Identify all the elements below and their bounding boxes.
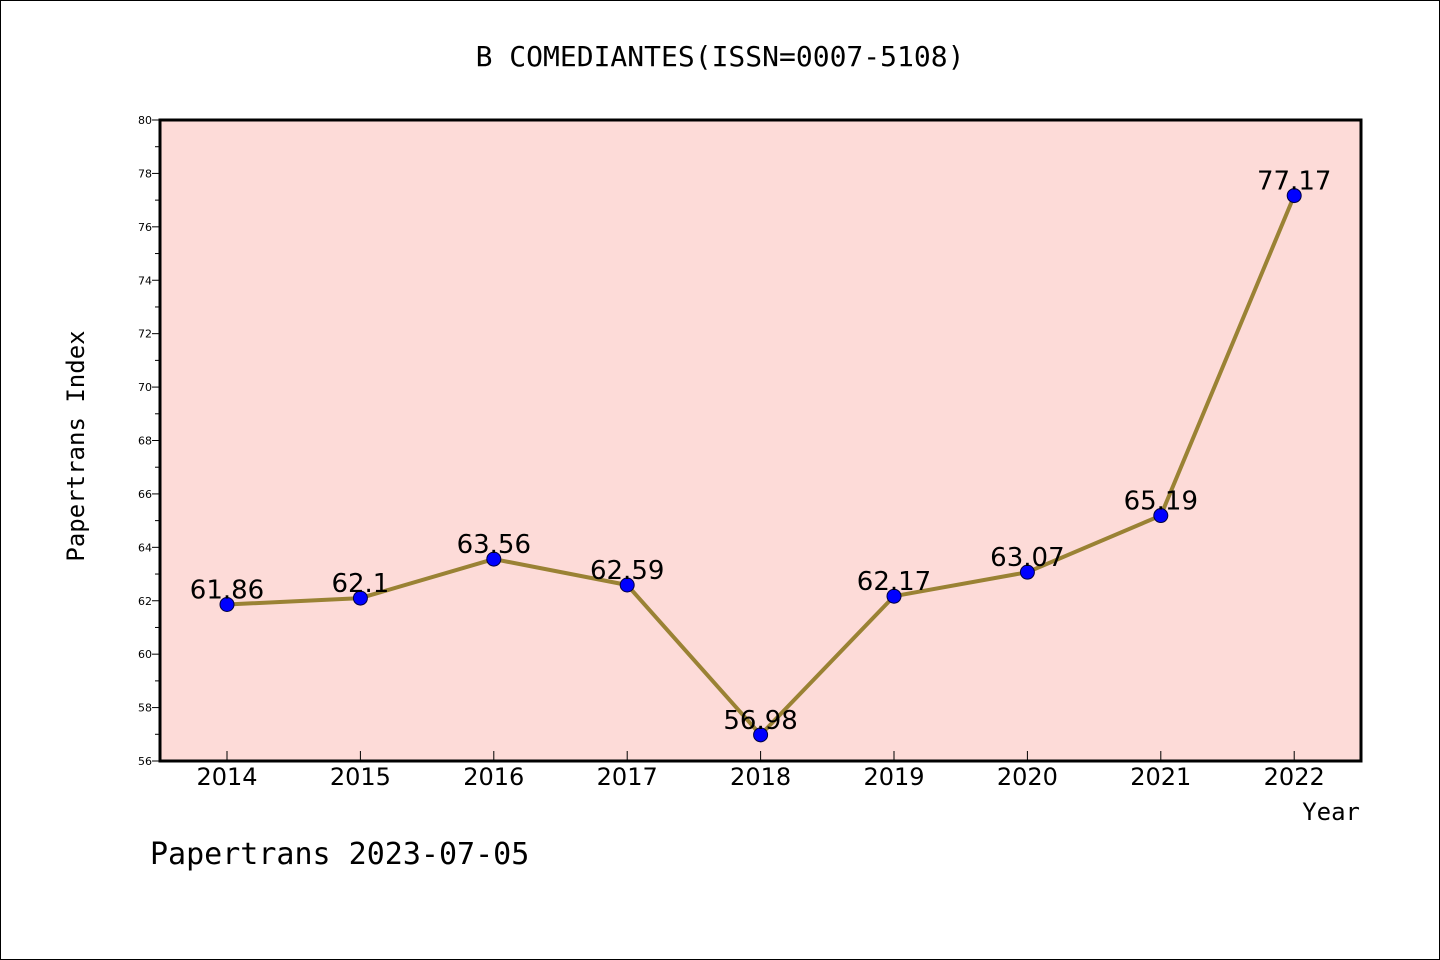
- y-tick-label: 70: [138, 381, 152, 394]
- footer-text: Papertrans 2023-07-05: [150, 837, 529, 872]
- x-tick-label: 2016: [463, 763, 524, 791]
- data-point: [1019, 564, 1035, 580]
- data-point: [352, 590, 368, 606]
- data-labels: 61.86 62.1 63.56 62.59 56.98 62.17 63.07 65.19 7…: [190, 167, 1332, 736]
- y-tick-label: 58: [138, 702, 152, 715]
- y-tick-label: 64: [138, 541, 152, 554]
- x-tick-label: 2022: [1264, 763, 1325, 791]
- data-label: 56.98: [723, 706, 797, 736]
- data-label: 65.19: [1124, 487, 1198, 517]
- data-point: [886, 588, 902, 604]
- y-tick-label: 76: [138, 221, 152, 234]
- chart-title: B COMEDIANTES(ISSN=0007-5108): [476, 40, 965, 73]
- data-point: [486, 551, 502, 567]
- data-label: 63.56: [457, 530, 531, 560]
- y-tick-label: 72: [138, 328, 152, 341]
- y-tick-label: 66: [138, 488, 152, 501]
- y-tick-label: 62: [138, 595, 152, 608]
- data-label: 63.07: [990, 543, 1064, 573]
- x-tick-label: 2020: [997, 763, 1058, 791]
- plot-frame: [158, 118, 1363, 763]
- y-tick-label: 74: [138, 274, 152, 287]
- data-point: [1153, 508, 1169, 524]
- x-tick-label: 2014: [196, 763, 257, 791]
- y-tick-label: 68: [138, 435, 152, 448]
- data-point: [619, 577, 635, 593]
- y-axis-ticks: 56 58 60 62 64 66 68 70 72 74 76 78 80: [138, 114, 160, 768]
- data-point: [1286, 188, 1302, 204]
- data-point: [219, 596, 235, 612]
- y-tick-label: 56: [138, 755, 152, 768]
- y-tick-label: 78: [138, 167, 152, 180]
- x-tick-label: 2019: [863, 763, 924, 791]
- data-label: 61.86: [190, 575, 264, 605]
- data-label: 62.1: [331, 569, 389, 599]
- x-tick-label: 2017: [597, 763, 658, 791]
- y-axis-title: Papertrans Index: [62, 330, 90, 561]
- x-tick-label: 2015: [330, 763, 391, 791]
- data-label: 77.17: [1257, 167, 1331, 197]
- x-axis-title: Year: [1302, 798, 1360, 826]
- x-tick-label: 2021: [1130, 763, 1191, 791]
- y-tick-label: 60: [138, 648, 152, 661]
- data-markers: [219, 188, 1302, 743]
- y-tick-label: 80: [138, 114, 152, 127]
- plot-area: [160, 120, 1361, 761]
- data-label: 62.59: [590, 556, 664, 586]
- data-label: 62.17: [857, 567, 931, 597]
- x-axis-ticks: 2014 2015 2016 2017 2018 2019 2020 2021 2022: [196, 751, 1325, 791]
- data-point: [753, 727, 769, 743]
- x-tick-label: 2018: [730, 763, 791, 791]
